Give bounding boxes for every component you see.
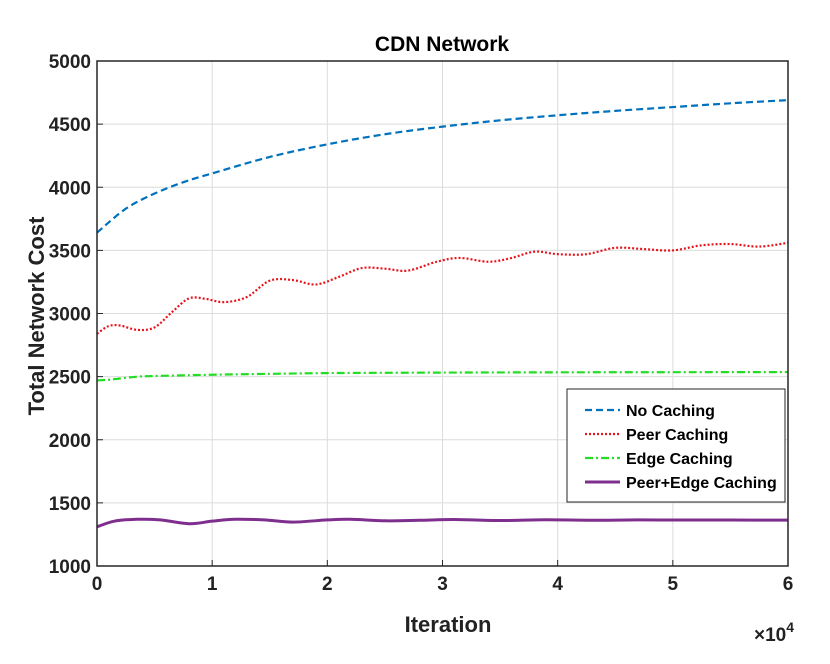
y-tick-label: 2500 xyxy=(49,368,91,389)
x-tick-label: 4 xyxy=(552,574,563,595)
x-axis-multiplier-exponent: 4 xyxy=(786,619,794,635)
series-group xyxy=(96,99,789,529)
x-tick-label: 1 xyxy=(207,574,218,595)
x-axis-label: Iteration xyxy=(405,612,492,637)
y-tick-label: 5000 xyxy=(49,52,91,73)
series-line-no-caching xyxy=(96,99,789,234)
x-tick-label: 3 xyxy=(437,574,448,595)
y-tick-label: 1000 xyxy=(49,557,91,578)
y-tick-label: 3500 xyxy=(49,241,91,262)
x-tick-label: 5 xyxy=(668,574,679,595)
x-tick-label: 6 xyxy=(783,574,794,595)
chart-title: CDN Network xyxy=(375,33,510,56)
tick-labels: 0 1 2 3 4 5 6 1000 1500 2000 2500 3000 3500 4000 4500 5… xyxy=(49,52,794,595)
x-axis-multiplier: ×104 xyxy=(754,619,794,646)
legend-label-peer-caching: Peer Caching xyxy=(626,427,728,444)
y-tick-label: 4000 xyxy=(49,178,91,199)
x-axis-multiplier-base: ×10 xyxy=(754,625,786,646)
x-tick-label: 2 xyxy=(322,574,333,595)
y-tick-label: 2000 xyxy=(49,431,91,452)
series-line-peer-edge-caching xyxy=(96,517,789,529)
legend-label-no-caching: No Caching xyxy=(626,403,715,420)
legend-label-edge-caching: Edge Caching xyxy=(626,451,733,468)
series-line-edge-caching xyxy=(96,370,789,382)
y-axis-label: Total Network Cost xyxy=(24,216,49,416)
series-line-peer-caching xyxy=(96,241,789,335)
legend: No Caching Peer Caching Edge Caching Peer+E… xyxy=(566,388,786,503)
y-tick-label: 3000 xyxy=(49,305,91,326)
y-tick-label: 1500 xyxy=(49,494,91,515)
y-tick-label: 4500 xyxy=(49,115,91,136)
x-tick-label: 0 xyxy=(92,574,103,595)
legend-label-peer-edge-caching: Peer+Edge Caching xyxy=(626,475,777,492)
